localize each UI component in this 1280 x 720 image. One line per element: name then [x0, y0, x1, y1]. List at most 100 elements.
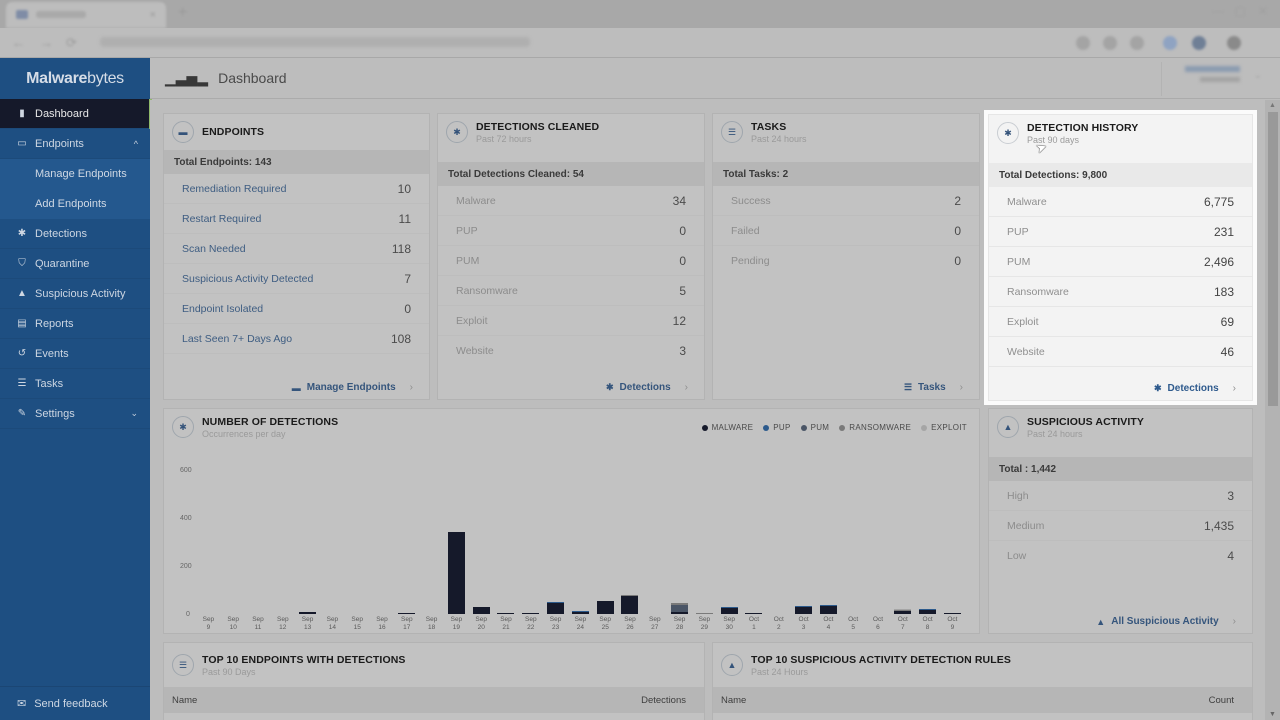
row-value: 12 [672, 313, 686, 328]
close-window-icon[interactable]: ✕ [1257, 4, 1268, 18]
sidebar-item-detections[interactable]: ✱ Detections [0, 219, 150, 249]
all-suspicious-activity-link[interactable]: ▲ All Suspicious Activity › [1096, 616, 1236, 627]
document-icon: ▤ [17, 318, 27, 329]
list-item[interactable]: Restart Required 11 [164, 204, 429, 234]
sidebar-item-suspicious-activity[interactable]: ▲ Suspicious Activity [0, 279, 150, 309]
row-label[interactable]: Restart Required [182, 212, 262, 225]
close-tab-icon[interactable]: × [149, 9, 156, 21]
list-item[interactable]: Scan Needed 118 [164, 234, 429, 264]
row-label: High [1007, 489, 1029, 502]
row-label[interactable]: Scan Needed [182, 242, 246, 255]
send-feedback-label: Send feedback [34, 697, 108, 710]
legend-item-malware[interactable]: MALWARE [701, 423, 754, 432]
column-name[interactable]: Name [172, 694, 198, 706]
new-tab-button[interactable]: + [178, 4, 188, 21]
chart-bar[interactable] [717, 607, 742, 614]
sidebar-item-reports[interactable]: ▤ Reports [0, 309, 150, 339]
column-name[interactable]: Name [721, 694, 747, 706]
address-bar[interactable] [100, 37, 530, 47]
chart-bar[interactable] [394, 613, 419, 614]
browser-tab[interactable]: × [6, 2, 166, 28]
chart-bar[interactable] [667, 602, 692, 614]
chart-bar[interactable] [295, 612, 320, 614]
sidebar-item-settings[interactable]: ✎ Settings ⌄ [0, 399, 150, 429]
chart-bar[interactable] [543, 602, 568, 614]
chart-bar[interactable] [890, 608, 915, 614]
list-item[interactable]: Last Seen 7+ Days Ago 108 [164, 324, 429, 354]
row-label[interactable]: Suspicious Activity Detected [182, 272, 314, 285]
monitor-icon: ▬ [291, 382, 301, 393]
row-label: Success [731, 194, 771, 207]
search-icon[interactable] [1103, 36, 1117, 50]
page-scrollbar[interactable]: ▲ ▼ [1265, 100, 1280, 720]
row-label[interactable]: Remediation Required [182, 182, 287, 195]
bookmark-icon[interactable] [1130, 36, 1144, 50]
sidebar-item-tasks[interactable]: ☰ Tasks [0, 369, 150, 399]
x-tick: Oct 2 [773, 616, 784, 631]
user-menu[interactable] [1185, 66, 1240, 82]
tasks-icon: ☰ [721, 121, 743, 143]
extension-blue-icon[interactable] [1163, 36, 1177, 50]
chart-bar[interactable] [469, 606, 494, 614]
legend-item-pup[interactable]: PUP [763, 423, 790, 432]
column-detections[interactable]: Detections [641, 694, 686, 706]
sidebar-item-quarantine[interactable]: ⛉ Quarantine [0, 249, 150, 279]
extension-puzzle-icon[interactable] [1192, 36, 1206, 50]
bar-segment-malware [398, 613, 416, 614]
detections-link[interactable]: ✱ Detections › [1154, 383, 1236, 394]
legend-item-pum[interactable]: PUM [800, 423, 830, 432]
legend-item-ransomware[interactable]: RANSOMWARE [839, 423, 911, 432]
sidebar-item-add-endpoints[interactable]: Add Endpoints [35, 198, 107, 210]
row-label[interactable]: Endpoint Isolated [182, 302, 264, 315]
tasks-link[interactable]: ☰ Tasks › [904, 382, 963, 393]
maximize-icon[interactable]: ▢ [1234, 4, 1246, 18]
chart-bar[interactable] [791, 606, 816, 614]
sidebar-item-manage-endpoints[interactable]: Manage Endpoints [35, 168, 127, 180]
minimize-icon[interactable]: — [1212, 4, 1224, 18]
x-tick: Sep 19 [450, 616, 463, 631]
legend-item-exploit[interactable]: EXPLOIT [921, 423, 967, 432]
chart-bar[interactable] [915, 608, 940, 614]
row-label: Pending [731, 255, 770, 267]
scrollbar-thumb[interactable] [1268, 112, 1278, 406]
column-count[interactable]: Count [1208, 694, 1234, 706]
chevron-down-icon[interactable]: ⌄ [1253, 70, 1262, 81]
back-button[interactable]: ← [12, 35, 25, 50]
list-item: PUM 0 [438, 246, 704, 276]
list-item: Pending 0 [713, 246, 979, 276]
chart-bar[interactable] [568, 611, 593, 614]
chart-bar[interactable] [518, 612, 543, 614]
lock-icon: ▲ [997, 416, 1019, 438]
detections-link[interactable]: ✱ Detections › [606, 382, 688, 393]
forward-button[interactable]: → [40, 35, 53, 50]
chart-bar[interactable] [444, 532, 469, 614]
chart-bar[interactable] [618, 595, 643, 614]
list-item[interactable]: Suspicious Activity Detected 7 [164, 264, 429, 294]
chart-bar[interactable] [816, 605, 841, 614]
extension-icon[interactable] [1076, 36, 1090, 50]
scroll-down-icon[interactable]: ▼ [1269, 711, 1276, 718]
reload-button[interactable]: ⟳ [66, 35, 77, 50]
profile-icon[interactable] [1227, 36, 1241, 50]
manage-endpoints-link[interactable]: ▬ Manage Endpoints › [292, 382, 413, 393]
list-item[interactable]: Endpoint Isolated 0 [164, 294, 429, 324]
send-feedback-button[interactable]: ✉ Send feedback [0, 686, 150, 720]
chart-bar[interactable] [494, 612, 519, 614]
sidebar-item-endpoints[interactable]: ▭ Endpoints ^ [0, 129, 150, 159]
chart-bar[interactable] [692, 613, 717, 614]
logo-bytes: bytes [87, 69, 124, 87]
row-value: 34 [672, 193, 686, 208]
row-label: Failed [731, 224, 760, 237]
row-label[interactable]: Last Seen 7+ Days Ago [182, 332, 293, 345]
chart-bar[interactable] [742, 612, 767, 614]
tasks-icon: ☰ [903, 382, 913, 392]
lock-icon: ▲ [721, 654, 743, 676]
sidebar-item-dashboard[interactable]: ▮ Dashboard [0, 99, 152, 129]
chart-bar[interactable] [940, 613, 965, 614]
scroll-up-icon[interactable]: ▲ [1269, 102, 1276, 109]
bar-segment-malware [795, 607, 813, 614]
list-item[interactable]: Remediation Required 10 [164, 174, 429, 204]
sidebar-item-events[interactable]: ↺ Events [0, 339, 150, 369]
chart-bar[interactable] [593, 600, 618, 614]
